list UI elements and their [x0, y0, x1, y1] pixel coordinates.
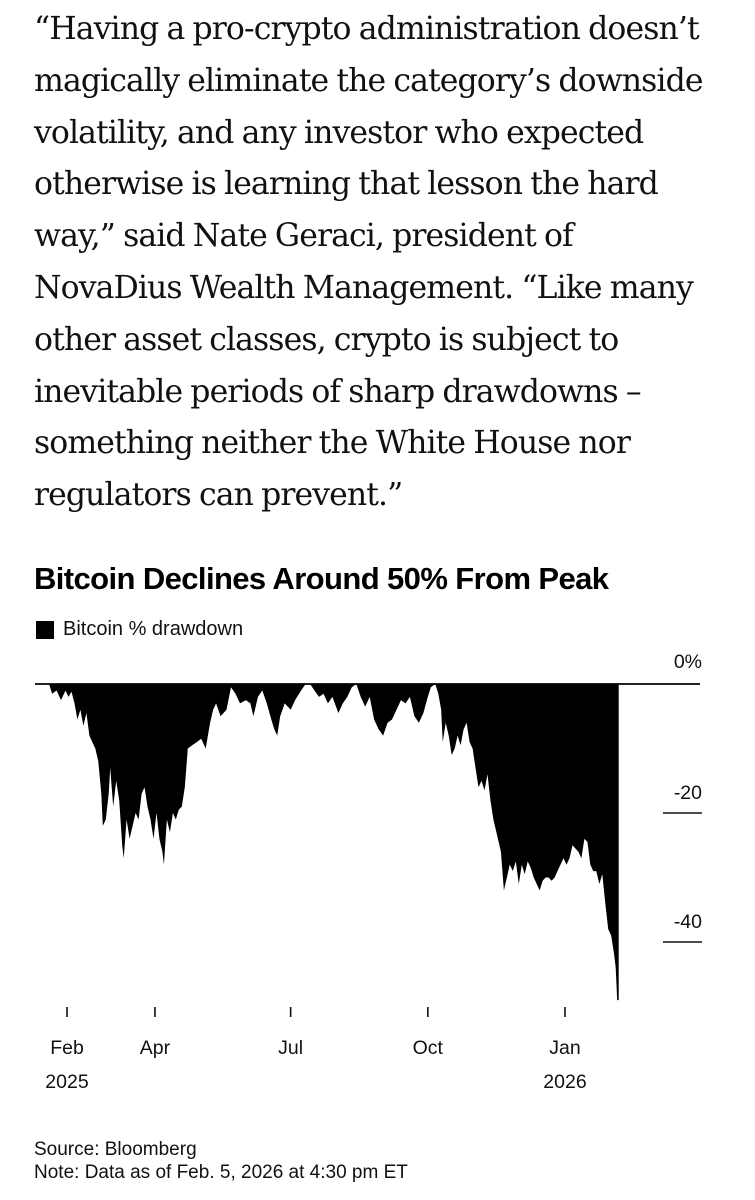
chart-title: Bitcoin Declines Around 50% From Peak: [34, 561, 609, 596]
quote-line: something neither the White House nor: [34, 425, 631, 462]
y-tick-label: -40: [674, 911, 702, 933]
article-quote: “Having a pro-crypto administration does…: [34, 4, 734, 522]
x-tick-label: Feb: [50, 1037, 84, 1059]
legend-label-bitcoin: Bitcoin % drawdown: [63, 618, 244, 640]
quote-line: otherwise is learning that lesson the ha…: [34, 166, 659, 203]
chart-legend: Bitcoin % drawdown: [36, 618, 243, 641]
quote-line: way,” said Nate Geraci, president of: [34, 218, 574, 255]
x-tick-year-label: 2025: [45, 1071, 89, 1093]
quote-line: “Having a pro-crypto administration does…: [34, 11, 700, 47]
source-note: Source: Bloomberg: [34, 1139, 197, 1160]
x-tick-label: Apr: [140, 1037, 171, 1059]
x-tick-label: Jul: [278, 1037, 303, 1059]
y-tick-label: -20: [674, 782, 702, 804]
x-tick-label: Jan: [549, 1037, 580, 1059]
quote-line: magically eliminate the category’s downs…: [34, 62, 704, 99]
drawdown-area: [49, 684, 619, 1001]
chart-footnotes: Source: Bloomberg Note: Data as of Feb. …: [34, 1138, 408, 1184]
y-tick-label: 0%: [674, 651, 702, 673]
x-tick-year-label: 2026: [543, 1071, 586, 1093]
data-note: Note: Data as of Feb. 5, 2026 at 4:30 pm…: [34, 1162, 408, 1183]
x-tick-label: Oct: [413, 1037, 444, 1059]
drawdown-chart: 0% -20 -40 Feb 2025 Apr Jul Oct Jan 2026: [35, 651, 702, 1093]
legend-swatch-bitcoin: [36, 620, 54, 639]
quote-line: other asset classes, crypto is subject t…: [34, 321, 619, 358]
quote-line: inevitable periods of sharp drawdowns –: [34, 373, 642, 410]
quote-line: NovaDius Wealth Management. “Like many: [34, 269, 694, 306]
quote-line: volatility, and any investor who expecte…: [34, 114, 644, 151]
quote-line: regulators can prevent.”: [34, 477, 403, 514]
